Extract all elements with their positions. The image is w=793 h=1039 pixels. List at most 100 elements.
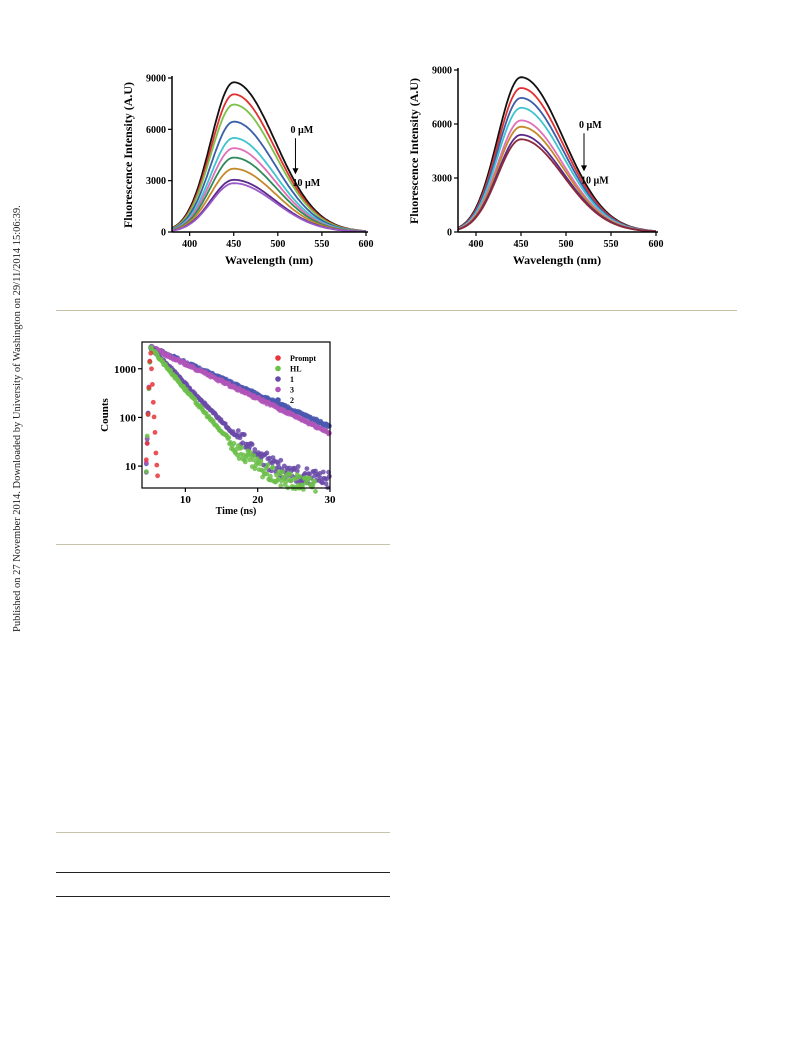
decay-point	[247, 457, 253, 463]
decay-point	[265, 462, 271, 468]
decay-point	[148, 350, 154, 356]
decay-point	[151, 414, 157, 420]
decay-point	[300, 483, 305, 489]
spectrum-line-7	[171, 156, 366, 233]
decay-point	[270, 455, 276, 460]
decay-point	[255, 456, 260, 462]
table-rule-header	[56, 872, 390, 873]
decay-point	[155, 473, 160, 479]
decay-point	[327, 430, 332, 436]
decay-point	[143, 457, 149, 463]
x-tick-label: 450	[226, 239, 241, 250]
decay-point	[235, 428, 241, 433]
decay-point	[310, 482, 316, 488]
spectrum-line-2	[171, 93, 367, 233]
fluorescence-chart-right: 0 3000 6000 9000 400 450 500 550 600 Wavelength (…	[410, 66, 664, 268]
concentration-start-label: 0 µM	[579, 120, 602, 131]
decay-point	[143, 469, 149, 474]
decay-point	[147, 358, 153, 364]
arrow-down-icon	[292, 168, 299, 175]
legend-marker-1	[275, 376, 281, 382]
legend-label: 3	[290, 386, 294, 395]
plot-frame	[141, 341, 331, 489]
decay-point	[258, 458, 264, 464]
decay-point	[268, 473, 273, 479]
decay-point	[295, 464, 301, 469]
decay-point	[145, 412, 151, 417]
y-tick-label: 0	[447, 228, 452, 239]
legend-label: 1	[290, 375, 294, 384]
decay-point	[249, 442, 255, 447]
decay-point	[307, 475, 312, 481]
decay-point	[154, 462, 160, 468]
decay-point	[297, 474, 303, 480]
decay-point	[270, 465, 276, 470]
table-rule-top	[56, 832, 390, 833]
decay-point	[318, 475, 324, 481]
table-rule-bottom	[56, 896, 390, 897]
decay-point	[294, 468, 300, 474]
x-tick-label: 600	[359, 239, 374, 250]
decay-point	[149, 366, 154, 372]
legend-label: 2	[290, 396, 294, 405]
x-axis-title: Wavelength (nm)	[513, 253, 601, 267]
decay-point	[304, 466, 310, 471]
y-tick-label: 1000	[114, 364, 137, 376]
decay-point	[312, 479, 318, 484]
legend-marker-prompt	[275, 355, 281, 361]
decay-point	[313, 489, 318, 494]
lifetime-decay-chart: 10 100 1000 10 20 30 Time (ns) Counts Prompt HL1 3…	[100, 341, 337, 517]
decay-point	[251, 453, 257, 458]
decay-point	[320, 469, 326, 475]
decay-point	[280, 469, 285, 475]
spectrum-line-8	[457, 138, 657, 233]
arrow-down-icon	[581, 165, 587, 172]
decay-point	[278, 483, 284, 488]
y-tick-label: 0	[161, 228, 166, 239]
y-tick-label: 6000	[432, 120, 452, 131]
decay-point	[323, 481, 329, 487]
decay-point	[231, 441, 237, 446]
x-tick-label: 400	[469, 239, 484, 250]
x-tick-label: 450	[514, 239, 529, 250]
decay-point	[252, 447, 258, 452]
legend-marker-2	[275, 397, 281, 403]
side-note-text: Published on 27 November 2014. Downloade…	[12, 205, 23, 632]
x-tick-label: 500	[559, 239, 574, 250]
decay-series-3	[143, 344, 332, 466]
spectrum-line-10	[171, 182, 366, 233]
decay-point	[239, 445, 245, 450]
y-tick-label: 3000	[432, 174, 452, 185]
y-axis-title: Fluorescence Intensity (A.U)	[410, 78, 421, 224]
y-tick-label: 9000	[432, 66, 452, 77]
x-axis-title: Time (ns)	[216, 506, 257, 517]
decay-point	[150, 382, 155, 387]
x-tick-label: 30	[325, 494, 337, 506]
decay-point	[264, 471, 270, 477]
legend-marker-hl	[275, 365, 281, 372]
decay-point	[150, 399, 156, 405]
concentration-end-label: 10 µM	[292, 178, 320, 189]
x-tick-label: 400	[182, 239, 197, 250]
decay-point	[144, 441, 150, 446]
x-tick-label: 600	[649, 239, 664, 250]
decay-point	[248, 450, 253, 455]
concentration-start-label: 0 µM	[290, 125, 313, 136]
figure-divider-top	[56, 310, 737, 311]
decay-point	[288, 472, 293, 477]
fluorescence-chart-left: 0 3000 6000 9000 400 450 500 550 600 Wavelength (…	[121, 74, 374, 268]
y-tick-label: 10	[125, 461, 137, 473]
decay-point	[242, 432, 247, 438]
decay-point	[152, 430, 158, 435]
decay-point	[327, 423, 332, 429]
x-tick-label: 500	[270, 239, 285, 250]
decay-point	[327, 473, 332, 479]
decay-point	[146, 385, 152, 391]
decay-series-prompt	[143, 350, 160, 479]
decay-point	[302, 471, 308, 476]
legend-label: Prompt	[290, 354, 316, 363]
decay-point	[236, 456, 242, 461]
decay-point	[275, 461, 281, 467]
legend-marker-3	[275, 386, 281, 393]
y-axis-title: Counts	[100, 397, 111, 431]
